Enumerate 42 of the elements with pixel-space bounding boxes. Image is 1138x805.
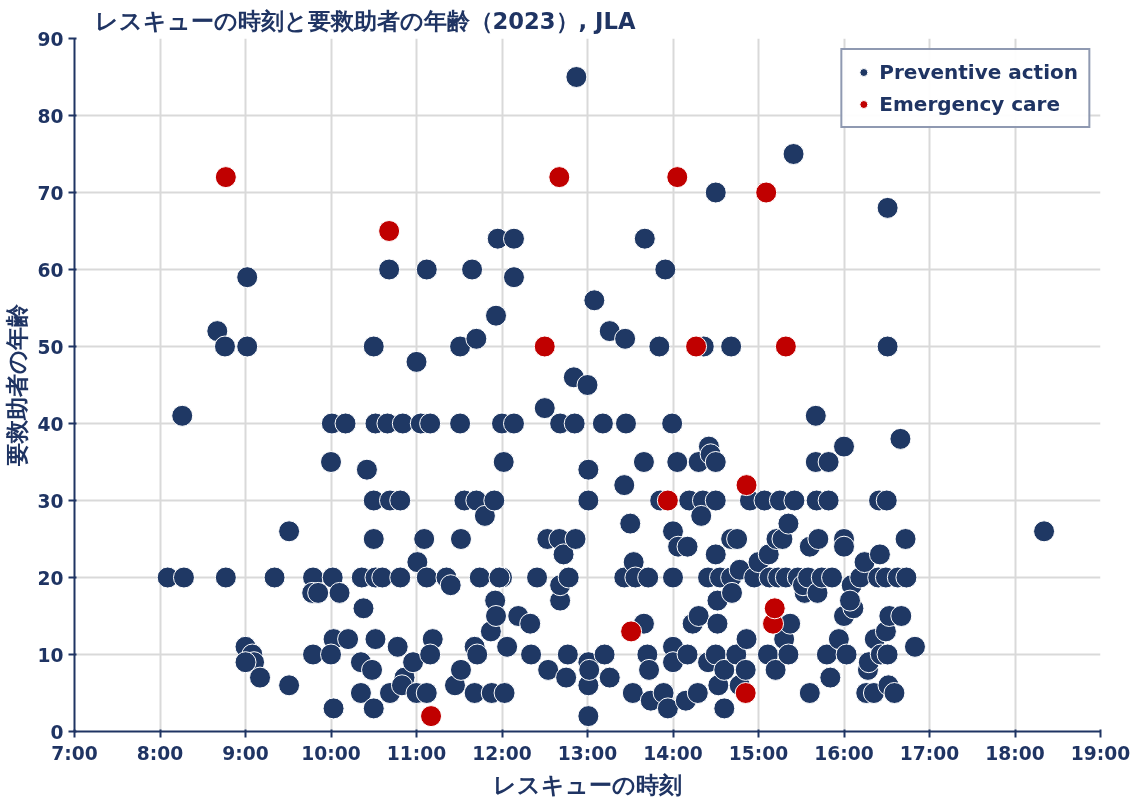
x-tick-label: 11:00 [386, 742, 447, 764]
x-tick-label: 7:00 [51, 742, 98, 764]
x-tick-label: 12:00 [472, 742, 532, 764]
x-axis-title: レスキューの時刻 [493, 771, 682, 798]
point [763, 597, 786, 620]
point [214, 166, 237, 189]
point [774, 335, 797, 358]
x-tick-label: 14:00 [643, 742, 703, 764]
legend-label: Emergency care [879, 92, 1061, 116]
y-tick-label: 0 [50, 721, 64, 743]
y-axis-title: 要救助者の年齢 [3, 303, 30, 467]
y-tick-label: 40 [37, 413, 64, 435]
x-tick-label: 16:00 [814, 742, 874, 764]
x-tick-label: 9:00 [222, 742, 269, 764]
x-tick-label: 15:00 [728, 742, 789, 764]
point [378, 220, 401, 242]
y-tick-label: 70 [37, 182, 64, 204]
y-tick-label: 20 [37, 567, 64, 589]
point [666, 166, 689, 189]
chart-title: レスキューの時刻と要救助者の年齢（2023）, JLA [94, 7, 636, 34]
legend-label: Preventive action [879, 60, 1078, 84]
point [420, 705, 443, 728]
y-tick-label: 30 [37, 490, 64, 512]
x-tick-label: 13:00 [557, 742, 618, 764]
x-tick-label: 8:00 [136, 742, 184, 764]
x-tick-label: 19:00 [1070, 742, 1131, 764]
point [548, 166, 571, 189]
y-tick-label: 90 [37, 28, 64, 50]
y-tick-label: 60 [37, 259, 64, 281]
point [685, 335, 708, 358]
point [734, 682, 757, 704]
point [620, 620, 643, 643]
point [656, 489, 679, 512]
y-tick-label: 80 [37, 105, 64, 127]
x-tick-label: 17:00 [899, 742, 960, 764]
point [735, 474, 758, 497]
x-tick-label: 10:00 [301, 742, 361, 764]
point [533, 335, 556, 358]
y-tick-label: 50 [37, 336, 64, 358]
y-tick-label: 10 [37, 644, 64, 666]
point [755, 181, 778, 204]
x-tick-label: 18:00 [985, 742, 1045, 764]
